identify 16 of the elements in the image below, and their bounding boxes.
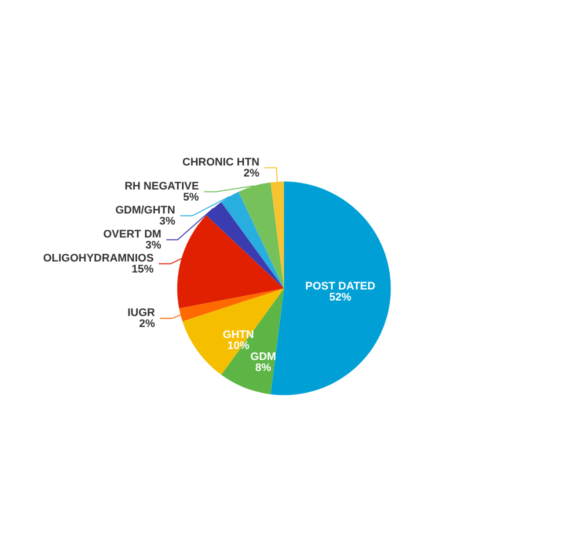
data-label: 2%: [244, 167, 260, 180]
slice-label: OVERT DM: [103, 228, 162, 240]
data-label: 3%: [145, 239, 162, 252]
slice-label: IUGR: [127, 306, 156, 319]
slice-label: CHRONIC HTN: [182, 156, 260, 168]
data-label: 8%: [255, 362, 272, 374]
data-label: 2%: [139, 318, 156, 330]
slice-label: GDM: [250, 350, 276, 363]
data-label: 3%: [159, 215, 176, 228]
slice-label: POST DATED: [305, 280, 376, 292]
slice-label: RH NEGATIVE: [124, 180, 199, 192]
data-label: 52%: [329, 291, 352, 304]
slice-label: GDM/GHTN: [115, 204, 176, 216]
data-label: 5%: [183, 191, 200, 204]
slice-label: OLIGOHYDRAMNIOS: [43, 252, 154, 264]
data-label: 15%: [132, 263, 154, 276]
